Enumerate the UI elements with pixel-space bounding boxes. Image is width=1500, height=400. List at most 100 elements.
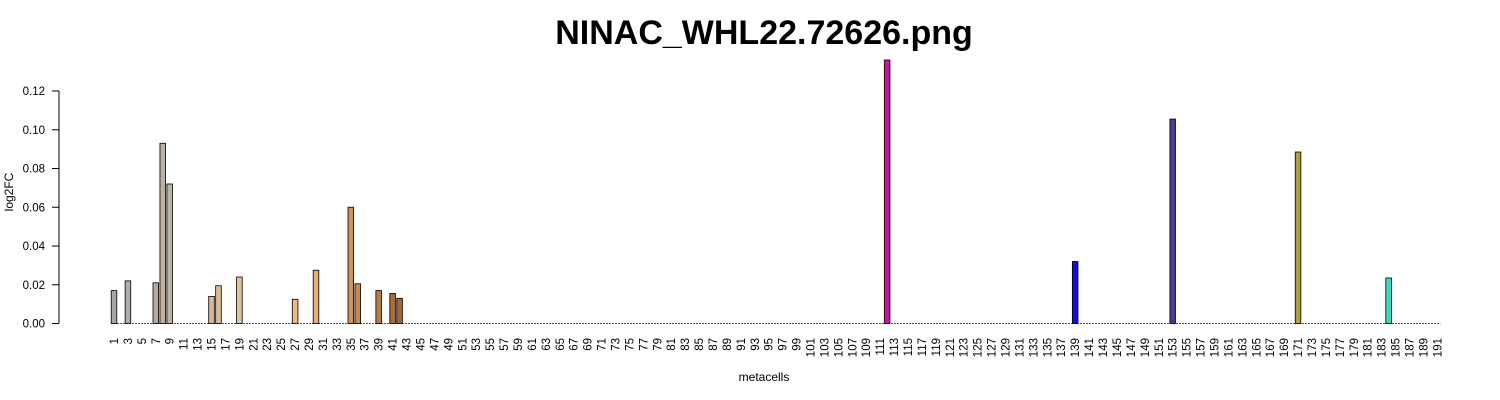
x-tick-label: 21	[248, 338, 260, 351]
x-tick-label: 45	[415, 338, 427, 351]
x-tick-label: 165	[1251, 338, 1263, 357]
x-tick-label: 105	[833, 338, 845, 357]
x-tick-label: 87	[708, 338, 720, 351]
x-tick-label: 139	[1070, 338, 1082, 357]
x-tick-label: 1	[109, 338, 121, 344]
x-tick-label: 173	[1307, 338, 1319, 357]
x-tick-label: 127	[987, 338, 999, 357]
bar-metacell-42	[397, 298, 403, 323]
x-tick-label: 169	[1279, 338, 1291, 357]
x-tick-label: 75	[624, 338, 636, 351]
y-tick-label: 0.06	[23, 202, 45, 214]
x-tick-label: 19	[234, 338, 246, 351]
x-tick-label: 3	[123, 338, 135, 344]
x-tick-label: 31	[318, 338, 330, 351]
x-tick-label: 163	[1237, 338, 1249, 357]
x-tick-label: 119	[931, 338, 943, 356]
x-tick-label: 69	[583, 338, 595, 351]
bar-metacell-1	[111, 291, 117, 324]
bar-metacell-36	[355, 284, 361, 324]
x-tick-label: 5	[137, 338, 149, 344]
x-tick-label: 157	[1196, 338, 1208, 357]
bar-metacell-139	[1072, 262, 1078, 324]
x-tick-label: 149	[1140, 338, 1152, 357]
x-tick-label: 41	[388, 338, 400, 351]
x-tick-label: 81	[666, 338, 678, 351]
bar-metacell-171	[1295, 152, 1301, 323]
x-tick-label: 77	[638, 338, 650, 351]
x-tick-label: 107	[847, 338, 859, 357]
x-tick-label: 49	[443, 338, 455, 351]
y-tick-label: 0.08	[23, 164, 45, 176]
x-axis-label: metacells	[739, 370, 790, 384]
bar-metacell-30	[313, 270, 319, 323]
x-tick-label: 155	[1182, 338, 1194, 357]
bar-metacell-19	[237, 277, 243, 324]
x-tick-label: 7	[151, 338, 163, 344]
x-tick-label: 109	[861, 338, 873, 357]
y-tick-label: 0.00	[23, 319, 45, 331]
x-tick-label: 183	[1377, 338, 1389, 357]
x-tick-label: 55	[485, 338, 497, 351]
bar-metacell-112	[884, 60, 890, 324]
bar-metacell-153	[1170, 119, 1176, 323]
x-tick-label: 79	[652, 338, 664, 351]
bar-metacell-39	[376, 291, 382, 324]
bar-metacell-8	[160, 143, 166, 323]
x-tick-label: 63	[541, 338, 553, 351]
x-tick-label: 43	[402, 338, 414, 351]
x-tick-label: 25	[276, 338, 288, 351]
x-tick-label: 13	[193, 338, 205, 351]
x-tick-label: 189	[1418, 338, 1430, 357]
y-tick-label: 0.12	[23, 86, 45, 98]
x-tick-label: 137	[1056, 338, 1068, 357]
x-tick-label: 83	[680, 338, 692, 351]
x-tick-label: 191	[1432, 338, 1444, 357]
x-tick-label: 111	[875, 338, 887, 355]
x-tick-label: 125	[973, 338, 985, 357]
bar-metacell-7	[153, 283, 159, 324]
x-tick-label: 95	[764, 338, 776, 351]
bar-metacell-27	[292, 299, 298, 323]
x-tick-label: 159	[1209, 338, 1221, 357]
x-tick-label: 179	[1349, 338, 1361, 357]
x-tick-label: 29	[304, 338, 316, 351]
x-tick-label: 71	[597, 338, 609, 351]
x-tick-label: 27	[290, 338, 302, 351]
x-tick-label: 17	[220, 338, 232, 351]
bar-metacell-3	[125, 281, 131, 324]
x-tick-label: 65	[555, 338, 567, 351]
bar-metacell-15	[209, 296, 215, 323]
y-tick-label: 0.02	[23, 280, 45, 292]
x-tick-label: 59	[513, 338, 525, 351]
x-tick-label: 37	[360, 338, 372, 351]
x-tick-label: 47	[429, 338, 441, 351]
x-tick-label: 33	[332, 338, 344, 351]
x-tick-label: 115	[903, 338, 915, 356]
y-tick-label: 0.10	[23, 125, 45, 137]
bar-metacell-41	[390, 293, 396, 323]
x-tick-label: 99	[792, 338, 804, 351]
x-tick-label: 89	[722, 338, 734, 351]
x-tick-label: 161	[1223, 338, 1235, 357]
x-tick-label: 131	[1014, 338, 1026, 357]
x-tick-label: 15	[207, 338, 219, 351]
x-tick-label: 153	[1168, 338, 1180, 357]
x-tick-label: 143	[1098, 338, 1110, 357]
x-tick-label: 23	[262, 338, 274, 351]
bar-metacell-184	[1386, 278, 1392, 324]
x-tick-label: 39	[374, 338, 386, 351]
x-tick-label: 145	[1112, 338, 1124, 357]
x-tick-label: 121	[945, 338, 957, 357]
x-tick-label: 35	[346, 338, 358, 351]
x-tick-label: 135	[1042, 338, 1054, 357]
chart-title: NINAC_WHL22.72626.png	[555, 14, 973, 52]
x-tick-label: 73	[610, 338, 622, 351]
x-tick-label: 91	[736, 338, 748, 351]
x-tick-label: 85	[694, 338, 706, 351]
x-tick-label: 129	[1001, 338, 1013, 357]
x-axis-ticks: 1 3 5 7 9 11 13 15 17 19 21 23 25 27 29 31 33 35 37 39 41 43 4…	[109, 338, 1444, 357]
bars	[111, 60, 1391, 324]
x-tick-label: 123	[959, 338, 971, 357]
